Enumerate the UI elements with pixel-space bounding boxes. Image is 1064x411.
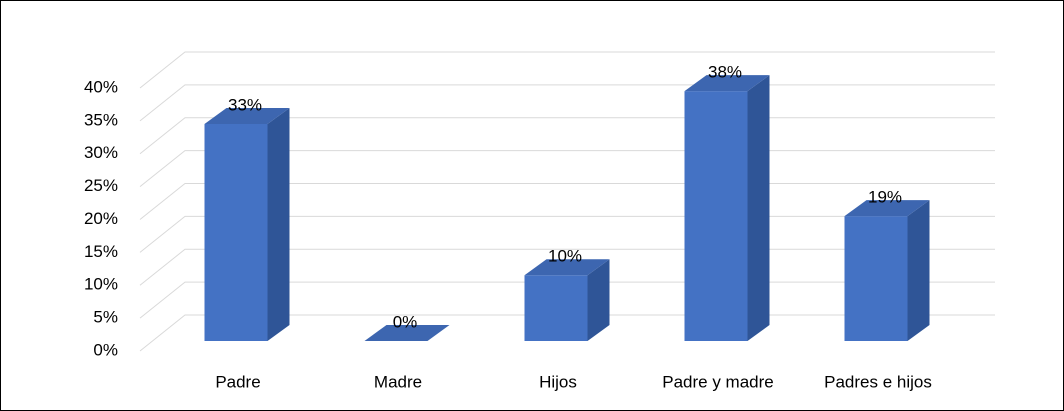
- bar: [364, 325, 450, 341]
- x-tick-label: Padre: [215, 372, 260, 391]
- bar-top: [204, 108, 290, 125]
- data-label: 33%: [228, 96, 262, 115]
- data-label: 19%: [868, 188, 902, 207]
- y-tick-label: 25%: [84, 176, 118, 195]
- bar-side: [587, 259, 610, 341]
- bar-front: [684, 91, 748, 342]
- bar-top: [844, 200, 930, 217]
- y-tick-label: 0%: [93, 340, 118, 359]
- data-label: 10%: [548, 247, 582, 266]
- bar-front: [844, 216, 908, 341]
- y-tick-label: 5%: [93, 308, 118, 327]
- bar: [684, 75, 770, 342]
- x-tick-label: Hijos: [539, 372, 577, 391]
- bar: [524, 259, 610, 341]
- bar-top: [684, 75, 770, 92]
- bar-front: [204, 124, 268, 342]
- data-label: 0%: [393, 312, 418, 331]
- y-tick-label: 15%: [84, 242, 118, 261]
- x-tick-label: Padre y madre: [662, 372, 774, 391]
- x-tick-label: Padres e hijos: [824, 372, 932, 391]
- bar: [844, 200, 930, 341]
- bar-top: [364, 325, 450, 341]
- bar-top: [524, 259, 610, 276]
- y-tick-label: 40%: [84, 77, 118, 96]
- bar-side: [747, 75, 770, 342]
- bar-side: [907, 200, 930, 341]
- grid-line: [139, 51, 995, 89]
- x-tick-label: Madre: [374, 372, 422, 391]
- bar-side: [267, 108, 290, 342]
- bar-front: [524, 275, 588, 341]
- data-label: 38%: [708, 63, 742, 82]
- y-tick-label: 30%: [84, 143, 118, 162]
- bar: [204, 108, 290, 342]
- y-tick-label: 35%: [84, 110, 118, 129]
- y-tick-label: 10%: [84, 275, 118, 294]
- y-tick-label: 20%: [84, 209, 118, 228]
